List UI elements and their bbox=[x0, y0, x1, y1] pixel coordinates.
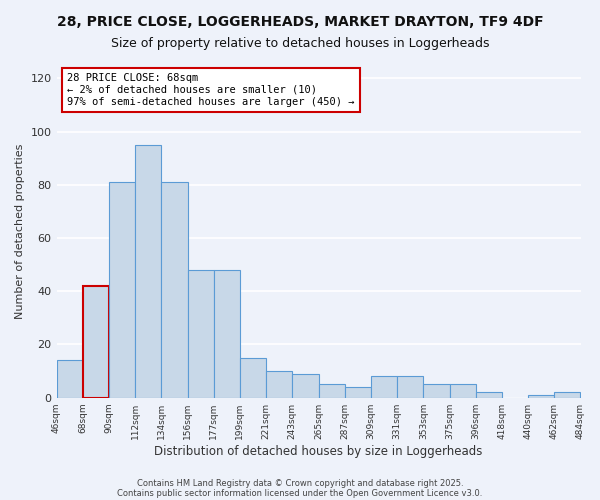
Bar bbox=[319, 384, 345, 398]
Bar bbox=[397, 376, 424, 398]
Text: Contains HM Land Registry data © Crown copyright and database right 2025.: Contains HM Land Registry data © Crown c… bbox=[137, 478, 463, 488]
Bar bbox=[109, 182, 135, 398]
Bar bbox=[56, 360, 83, 398]
Bar bbox=[554, 392, 580, 398]
Bar bbox=[240, 358, 266, 398]
Text: 28 PRICE CLOSE: 68sqm
← 2% of detached houses are smaller (10)
97% of semi-detac: 28 PRICE CLOSE: 68sqm ← 2% of detached h… bbox=[67, 74, 355, 106]
Text: 28, PRICE CLOSE, LOGGERHEADS, MARKET DRAYTON, TF9 4DF: 28, PRICE CLOSE, LOGGERHEADS, MARKET DRA… bbox=[56, 15, 544, 29]
X-axis label: Distribution of detached houses by size in Loggerheads: Distribution of detached houses by size … bbox=[154, 444, 483, 458]
Bar bbox=[214, 270, 240, 398]
Bar bbox=[292, 374, 319, 398]
Text: Contains public sector information licensed under the Open Government Licence v3: Contains public sector information licen… bbox=[118, 488, 482, 498]
Bar bbox=[528, 395, 554, 398]
Bar bbox=[371, 376, 397, 398]
Bar bbox=[424, 384, 449, 398]
Y-axis label: Number of detached properties: Number of detached properties bbox=[15, 144, 25, 319]
Bar bbox=[345, 387, 371, 398]
Bar bbox=[188, 270, 214, 398]
Bar bbox=[476, 392, 502, 398]
Bar bbox=[266, 371, 292, 398]
Bar bbox=[161, 182, 188, 398]
Bar bbox=[83, 286, 109, 398]
Bar bbox=[449, 384, 476, 398]
Text: Size of property relative to detached houses in Loggerheads: Size of property relative to detached ho… bbox=[111, 38, 489, 51]
Bar bbox=[135, 145, 161, 398]
